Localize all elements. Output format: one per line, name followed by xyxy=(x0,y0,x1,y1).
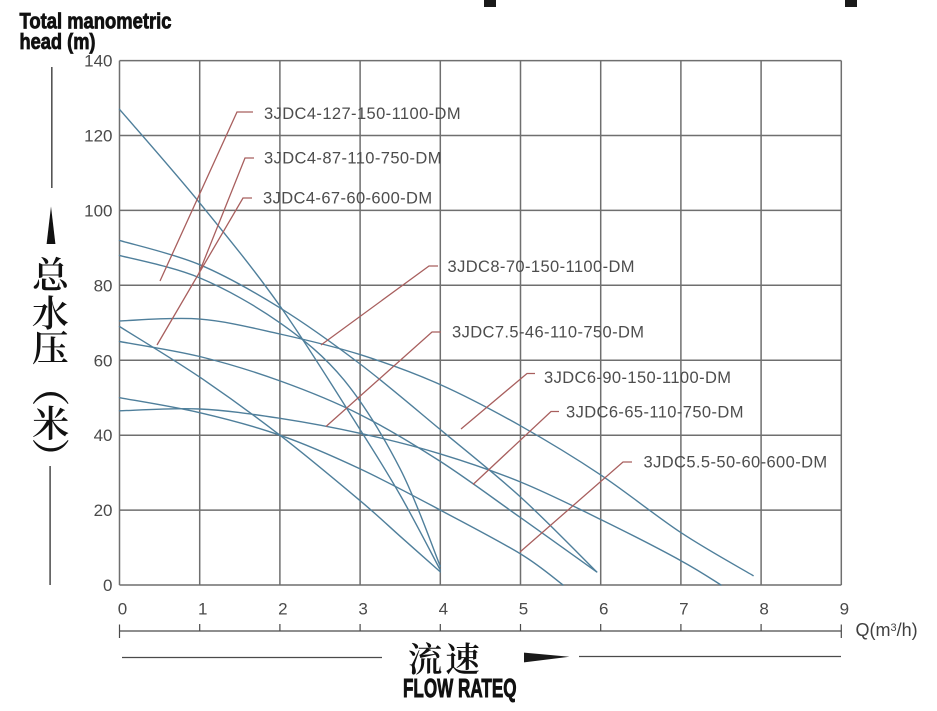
svg-text:8: 8 xyxy=(759,600,768,619)
svg-text:140: 140 xyxy=(84,52,112,71)
svg-text:7: 7 xyxy=(679,600,688,619)
svg-text:3JDC7.5-46-110-750-DM: 3JDC7.5-46-110-750-DM xyxy=(452,324,644,342)
svg-text:Q(m3/h): Q(m3/h) xyxy=(856,620,918,640)
svg-text:2: 2 xyxy=(278,600,287,619)
svg-text:3JDC4-67-60-600-DM: 3JDC4-67-60-600-DM xyxy=(263,190,433,208)
svg-text:0: 0 xyxy=(103,576,112,595)
svg-text:Total manometric: Total manometric xyxy=(20,9,172,34)
svg-text:3JDC5.5-50-60-600-DM: 3JDC5.5-50-60-600-DM xyxy=(644,454,828,472)
svg-text:3JDC6-90-150-1100-DM: 3JDC6-90-150-1100-DM xyxy=(544,369,731,387)
svg-text:head (m): head (m) xyxy=(20,29,96,54)
svg-text:6: 6 xyxy=(599,600,608,619)
svg-text:9: 9 xyxy=(840,600,849,619)
svg-text:3JDC6-65-110-750-DM: 3JDC6-65-110-750-DM xyxy=(566,404,744,422)
svg-text:120: 120 xyxy=(84,127,112,146)
svg-text:80: 80 xyxy=(94,276,113,295)
svg-text:3JDC4-87-110-750-DM: 3JDC4-87-110-750-DM xyxy=(264,150,442,168)
svg-text:1: 1 xyxy=(198,600,207,619)
svg-text:3: 3 xyxy=(358,600,367,619)
svg-text:4: 4 xyxy=(439,600,448,619)
svg-text:5: 5 xyxy=(519,600,528,619)
svg-text:60: 60 xyxy=(94,351,113,370)
svg-text:20: 20 xyxy=(94,501,113,520)
svg-text:0: 0 xyxy=(118,600,127,619)
svg-text:3JDC4-127-150-1100-DM: 3JDC4-127-150-1100-DM xyxy=(264,105,461,123)
svg-text:3JDC8-70-150-1100-DM: 3JDC8-70-150-1100-DM xyxy=(448,258,635,276)
svg-text:100: 100 xyxy=(84,201,112,220)
svg-text:FLOW RATEQ: FLOW RATEQ xyxy=(403,673,517,703)
svg-text:40: 40 xyxy=(94,426,113,445)
